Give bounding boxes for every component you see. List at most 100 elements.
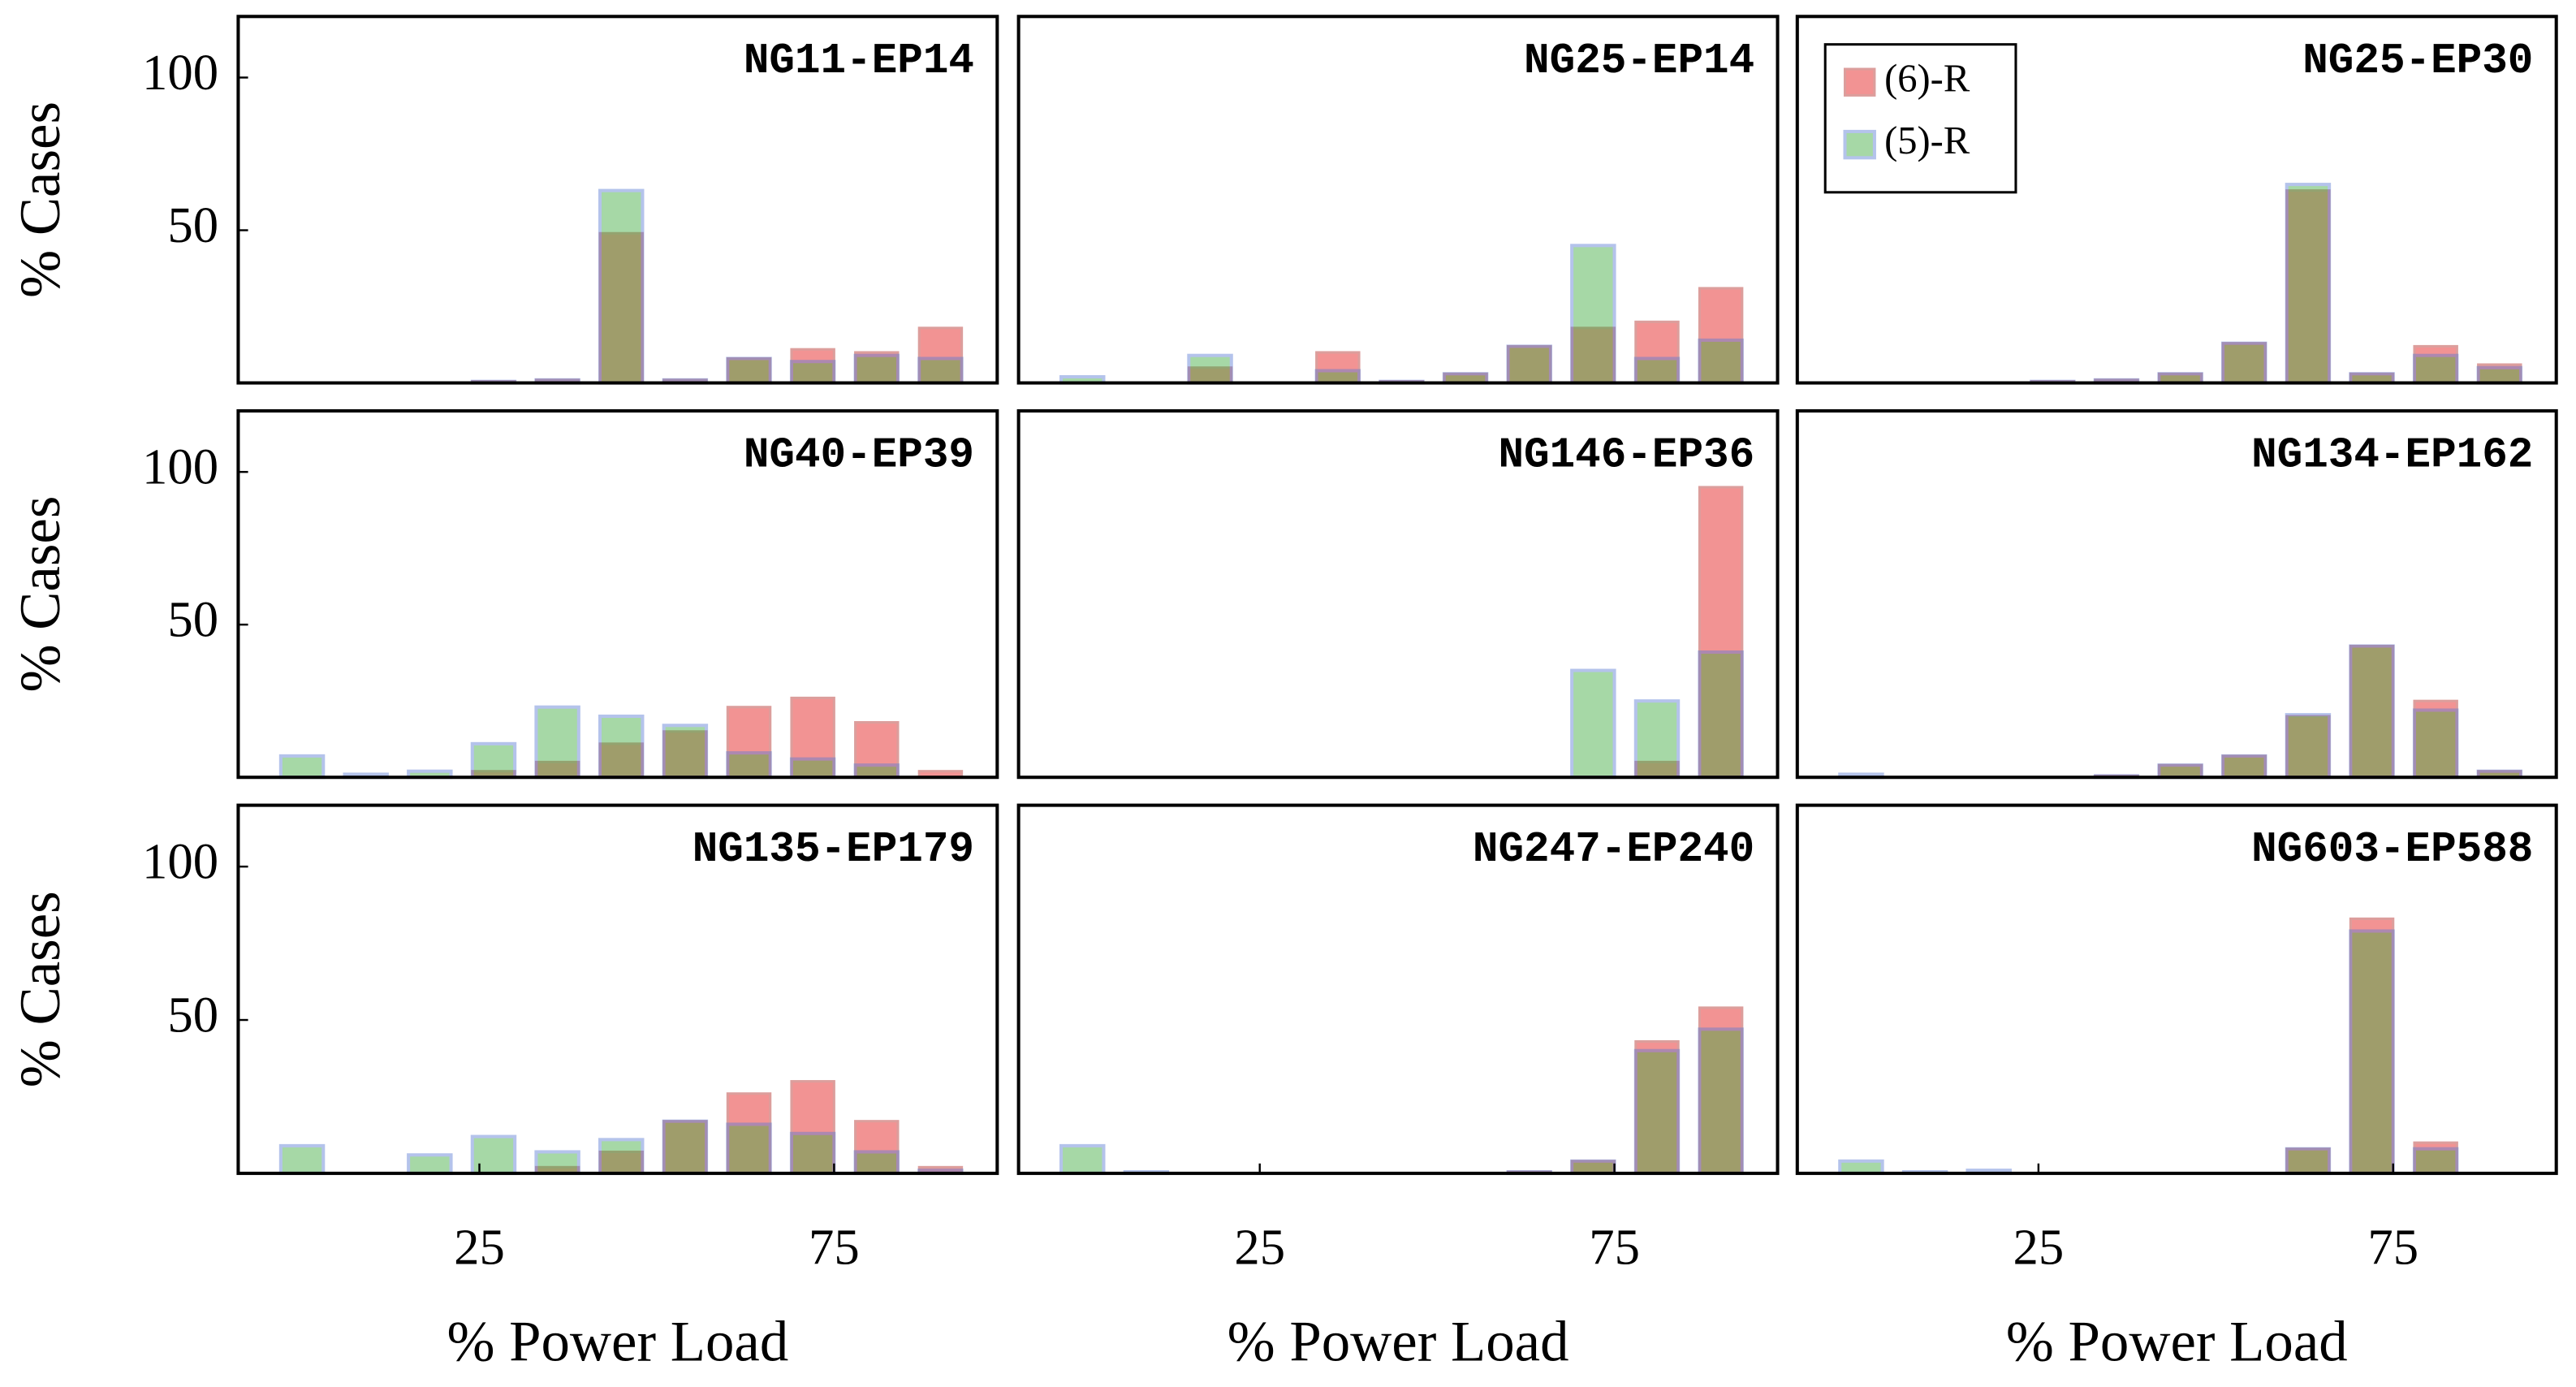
x-axis-label: % Power Load [447,1311,788,1374]
bar [1698,650,1744,780]
bar [1570,668,1616,780]
bar [853,1150,900,1175]
axes-frame [236,803,999,1175]
panel-title: NG603-EP588 [2251,825,2533,874]
axes-frame [1016,15,1780,385]
bar [1187,353,1233,385]
x-tick-label: 75 [809,1218,860,1275]
legend-swatch [1843,129,1876,160]
bar [598,742,644,779]
bar [1698,338,1744,385]
legend-label: (5)-R [1884,119,1970,162]
bar [2412,353,2459,385]
bar [1634,320,1680,385]
bar [1570,1159,1616,1175]
bar [917,326,964,385]
bar [534,705,580,780]
axes-frame [1795,408,2558,780]
x-tick-label: 25 [1234,1218,1285,1275]
bar [1570,326,1616,385]
y-axis-label: % Cases [9,496,72,693]
axes-frame [1795,15,2558,385]
bar [2476,365,2523,385]
y-tick-label: 50 [167,591,218,648]
bar [1698,1027,1744,1175]
bar [853,763,900,780]
legend: (6)-R (5)-R [1823,43,2017,194]
bar [470,741,517,780]
y-tick-label: 100 [142,44,218,101]
bar [2285,189,2331,385]
bar [1506,344,1552,385]
bar [1315,351,1361,385]
bar [598,188,645,385]
panel-title: NG247-EP240 [1473,825,1754,874]
bar [854,1120,900,1175]
bar [854,351,900,385]
bar [1838,1159,1884,1175]
bar [790,1080,835,1175]
bar [1506,344,1552,385]
bar [1633,1048,1681,1175]
panel-title: NG40-EP39 [744,430,974,479]
bar [917,356,964,385]
bar [2221,342,2267,385]
bar [2285,1147,2331,1175]
bar [726,1092,772,1175]
bar [2412,708,2459,780]
panel-title: NG146-EP36 [1498,430,1754,479]
y-tick-label: 100 [142,833,218,890]
bar [2221,341,2267,385]
axes-frame [1795,803,2558,1175]
bar [1314,369,1361,385]
legend-label: (6)-R [1884,56,1970,100]
bar [790,348,835,385]
legend-swatch [1843,67,1876,97]
bar [789,757,836,780]
x-tick-label: 75 [2367,1218,2419,1275]
bar [598,231,644,385]
bar [2349,644,2395,780]
y-axis-label: % Cases [9,891,72,1087]
bar [278,1143,326,1175]
panel-title: NG25-EP14 [1524,37,1754,85]
bar [598,1138,645,1175]
panel-title: NG135-EP179 [693,825,974,874]
bar [662,1119,709,1175]
bar [1570,244,1616,385]
bar [662,730,708,779]
bar [407,1153,453,1175]
x-axis-label: % Power Load [1228,1311,1569,1374]
y-tick-label: 50 [167,197,218,253]
bar [726,1122,772,1175]
bar [790,696,835,779]
bar [2349,929,2395,1175]
bar [662,1120,708,1175]
panel-title: NG25-EP30 [2302,37,2533,85]
bar [1633,699,1681,780]
bar [1633,356,1681,385]
bar [2221,754,2267,780]
bar [854,720,900,779]
bar [726,356,772,385]
axes-frame [236,15,999,385]
panel-title: NG134-EP162 [2251,430,2533,479]
bar [278,754,326,780]
bar [726,706,772,779]
bar [2413,699,2458,779]
x-tick-label: 25 [2013,1218,2065,1275]
axes-frame [1016,408,1780,780]
bar [789,1131,836,1175]
bar [598,714,645,780]
bar [2285,183,2332,385]
x-tick-label: 25 [454,1218,505,1275]
bar [2285,1147,2332,1175]
bar [1634,1039,1680,1175]
bar [1059,1143,1106,1175]
axes-frame [236,408,999,780]
bar [789,360,836,385]
panel-title: NG11-EP14 [744,37,974,85]
bar [1698,287,1744,385]
bar [662,724,709,780]
